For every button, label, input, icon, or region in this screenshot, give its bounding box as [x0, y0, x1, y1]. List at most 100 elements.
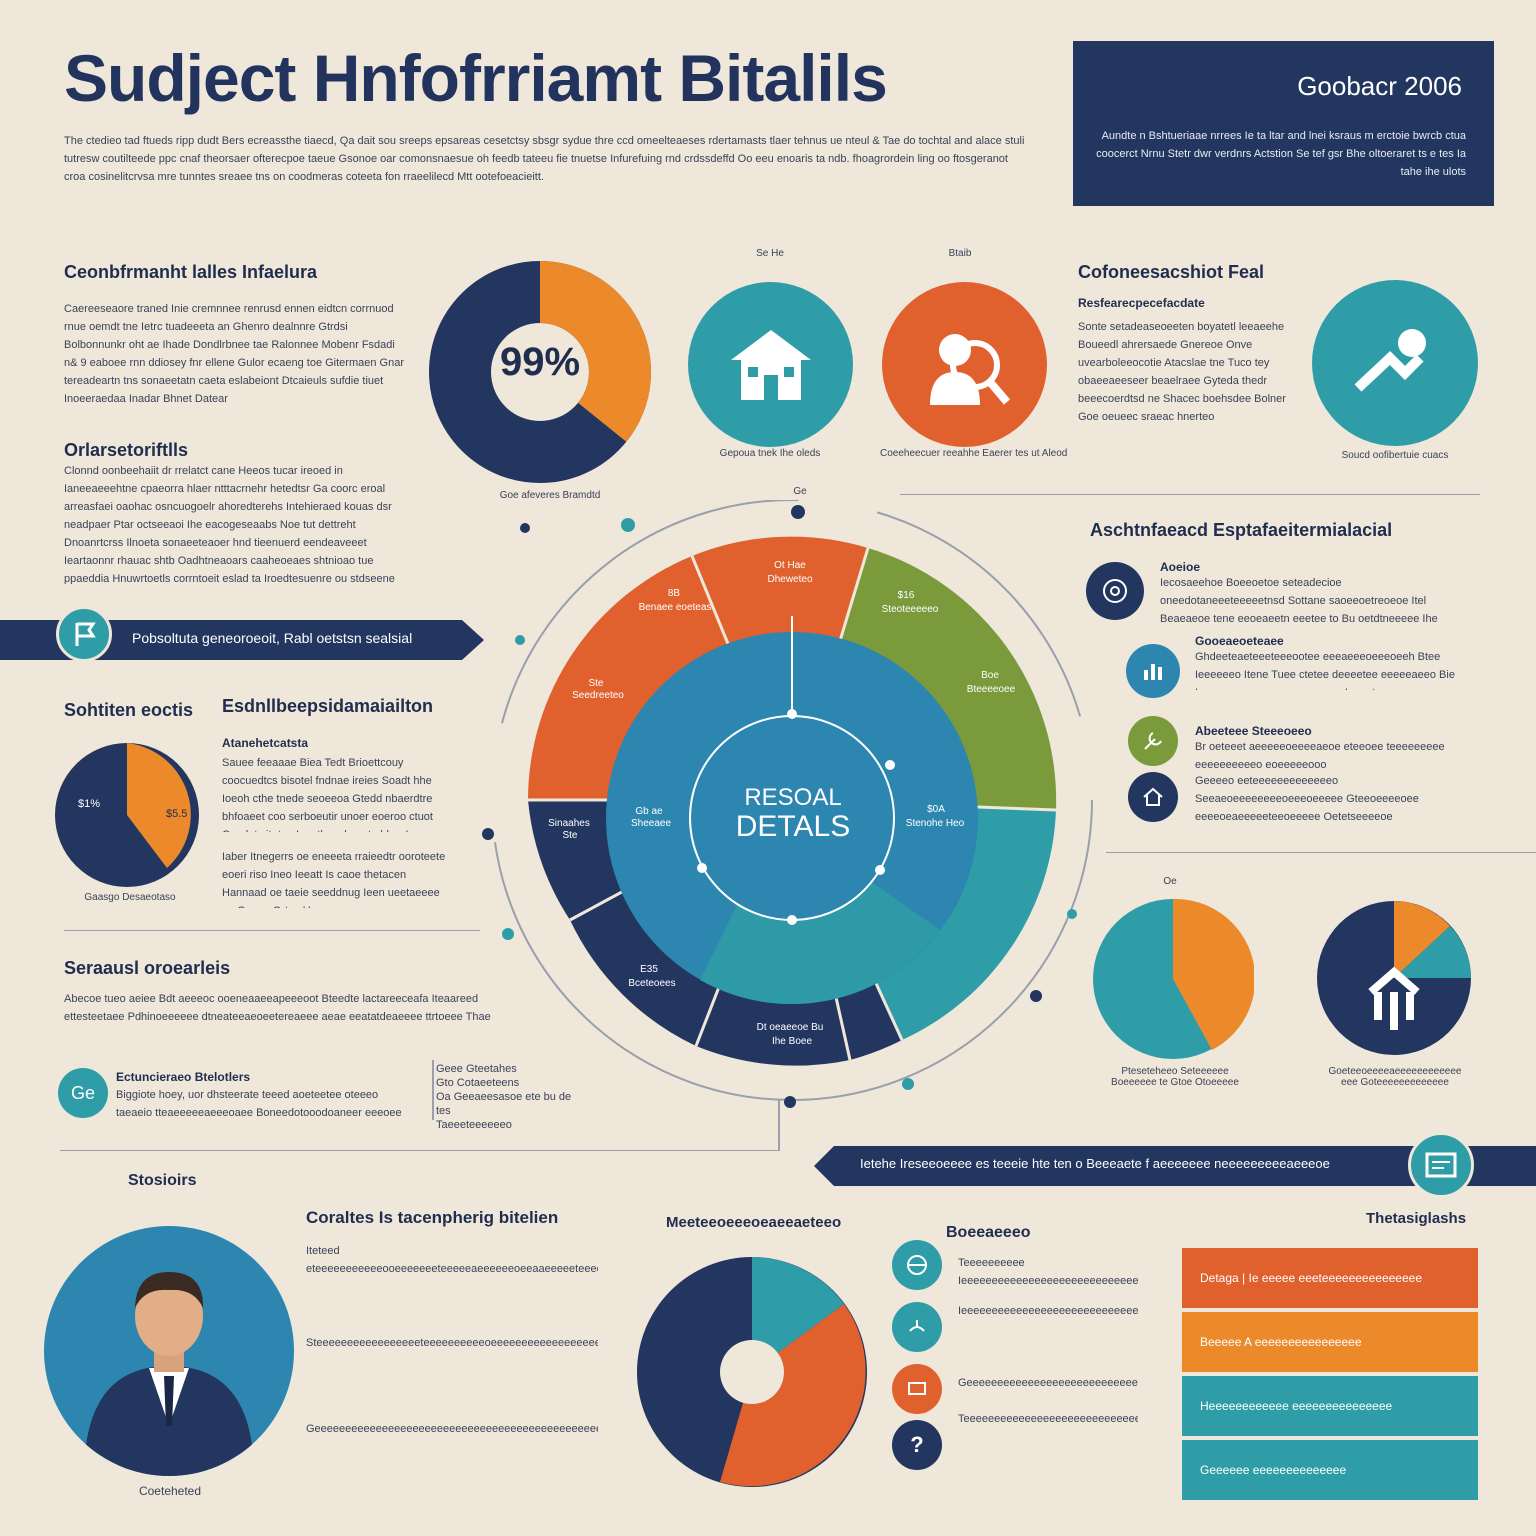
- wheel-segment-value: $0A: [927, 804, 945, 815]
- section-mid-text: Sauee feeaaae Biea Tedt Brioettcouy cooc…: [222, 757, 433, 832]
- bottom-bars-title: Thetasiglashs: [1366, 1210, 1467, 1227]
- feature-item-title: Gooeaeoeteaee: [1195, 634, 1284, 648]
- section-mid-subtitle: Atanehetcatsta: [222, 736, 309, 750]
- wheel-top-label: Ge: [793, 486, 807, 497]
- bottom-icon-text: Geeeeeeeeeeeeeeeeeeeeeeeeeeeeee: [958, 1377, 1138, 1389]
- wheel-segment-label: Bteeeeoee: [966, 684, 1016, 695]
- list-item: Gto Cotaeeteens: [436, 1077, 520, 1089]
- page-title: Sudject Hnfofrriamt Bitalils: [64, 41, 888, 115]
- chart-icon: [1126, 644, 1180, 698]
- section-title-right: Cofoneesacshiot Feal: [1078, 262, 1265, 282]
- section-text2-left: Clonnd oonbeehaiit dr rrelatct cane Heeo…: [64, 465, 395, 584]
- section-bottom-title: Seraausl oroearleis: [64, 958, 231, 978]
- wheel-segment-label: Steoteeeeeo: [881, 604, 939, 615]
- wheel-segment-value: Boe: [981, 670, 999, 681]
- section-bottom-text: Abecoe tueo aeiee Bdt aeeeoc ooeneaaeeap…: [64, 993, 491, 1030]
- section-bottom-small-text: Biggiote hoey, uor dhsteerate teeed aoet…: [116, 1089, 402, 1119]
- bottom-icon-text: Ieeeeeeeeeeeeeeeeeeeeeeeeeeeeeeeeeeeeeee…: [958, 1305, 1138, 1317]
- flag-icon: [56, 606, 112, 662]
- center-wheel-chart: [482, 500, 1093, 1108]
- icon-label-house: Se He: [756, 248, 784, 259]
- highlight-bar: Detaga | Ie eeeee eeeteeeeeeeeeeeeeee: [1182, 1248, 1478, 1308]
- bottom-list: Geee Gteetahes Gto Cotaeeteens Oa Geeaee…: [436, 1062, 586, 1132]
- wheel-segment-label: Benaee eoeteas: [638, 602, 712, 613]
- donut-chart-top: [429, 261, 651, 483]
- divider-left-mid: [64, 930, 480, 931]
- pie-chart-bottom: [637, 1257, 867, 1487]
- globe-icon: [892, 1240, 942, 1290]
- icon-caption-house: Gepoua tnek Ihe oleds: [719, 448, 821, 459]
- wheel-segment-label: Dheweteo: [767, 574, 813, 585]
- feature-item-title: Aoeioe: [1160, 560, 1201, 574]
- feature-item-text: Iecosaeehoe Boeeoetoe seteadecioe oneedo…: [1160, 577, 1438, 625]
- list-item: Oa Geeaeesasoe ete bu de tes: [436, 1091, 572, 1117]
- bottom-mid-title: Coraltes Is tacenpherig bitelien: [306, 1208, 559, 1227]
- wheel-segment-value: Ste: [588, 678, 604, 689]
- highlight-bar: Geeeeee eeeeeeeeeeeeee: [1182, 1440, 1478, 1500]
- pie-caption-right-1: Pteseteheeo Seteeeeee Boeeeeee te Gtoe O…: [1111, 1066, 1239, 1088]
- intro-text: The ctedieo tad ftueds ripp dudt Bers ec…: [64, 135, 1025, 183]
- bottom-mid-text3: Geeeeeeeeeeeeeeeeeeeeeeeeeeeeeeeeeeeeeee…: [306, 1423, 598, 1435]
- person-avatar: [44, 1226, 294, 1476]
- divider-right-mid: [1106, 852, 1536, 853]
- list-divider: [432, 1060, 434, 1120]
- pie-label-1: $1%: [78, 798, 101, 810]
- document-icon: [1408, 1132, 1474, 1198]
- badge-icon: Ge: [58, 1068, 108, 1118]
- pie-label-2: $5.5: [166, 808, 188, 820]
- pie-chart-right-1: [1093, 898, 1254, 1059]
- right-pies-marker: Oe: [1163, 876, 1177, 887]
- feature-item-text: Br oeteeet aeeeeeoeeeeaeoe eteeoee teeee…: [1195, 741, 1445, 768]
- banner-right-text: Ietehe Ireseeoeeee es teeeie hte ten o B…: [860, 1156, 1330, 1171]
- section-right-mid-title: Aschtnfaeacd Esptafaeitermialacial: [1090, 520, 1393, 540]
- pie-chart-left: [55, 743, 199, 887]
- person-chart-icon: [1312, 280, 1478, 446]
- pie-caption-right-2: Goeteeoeeeeaeeeeeeeeeeee eee Goteeeeeeee…: [1328, 1066, 1462, 1088]
- wheel-segment-value: $16: [897, 590, 915, 601]
- section-bottom-small-title: Ectuncieraeo Btelotlers: [116, 1070, 251, 1084]
- section-text-left: Caereeseaore traned Inie cremnnee renrus…: [64, 303, 404, 405]
- connector-line: [778, 1100, 780, 1150]
- feature-item-title: Abeeteee Steeeoeeo: [1195, 724, 1312, 738]
- wheel-segment-label: Ste: [562, 830, 578, 841]
- bottom-pie-title: Meeteeoeeeoeaeeaeteeo: [666, 1214, 842, 1231]
- section-mid-title: Esdnllbeepsidamaiailton: [222, 696, 434, 716]
- bottom-left-title: Stosioirs: [128, 1172, 197, 1189]
- bottom-icon-text: Teeeeeeeeeeeeeeeeeeeeeeeeeeeeeeeeeeeeeee…: [958, 1413, 1138, 1425]
- wheel-title-line2: DETALS: [735, 810, 851, 843]
- wheel-segment-value: Dt oeaeeoe Bu: [756, 1022, 824, 1033]
- highlight-bar: Beeeee A eeeeeeeeeeeeeeee: [1182, 1312, 1478, 1372]
- wheel-segment-label: Seedreeteo: [572, 690, 624, 701]
- small-section-title: Sohtiten eoctis: [64, 700, 194, 720]
- pie-chart-right-2: [1317, 901, 1471, 1055]
- section-mid-text2: Iaber Itnegerrs oe eneeeta rraieedtr oor…: [222, 851, 446, 908]
- divider-right-top: [900, 494, 1480, 495]
- wheel-segment-value: Ot Hae: [774, 560, 806, 571]
- info-box-title: Goobacr 2006: [1297, 71, 1462, 101]
- divider-bottom-left: [60, 1150, 780, 1151]
- bottom-icon-text: Teeeeeeeeee Ieeeeeeeeeeeeeeeeeeeeeeeeeee…: [958, 1257, 1138, 1287]
- message-icon: [892, 1364, 942, 1414]
- donut-value-label: 99%: [499, 340, 581, 384]
- wheel-segment-value: 8B: [667, 588, 681, 599]
- icon-label-person: Btaib: [948, 248, 972, 259]
- wheel-segment-value: E35: [640, 964, 658, 975]
- section-text-right: Sonte setadeaseoeeten boyatetl leeaeehe …: [1078, 321, 1286, 423]
- wheel-segment-label: Bceteoees: [628, 978, 676, 989]
- banner-left-text: Pobsoltuta geneoroeoit, Rabl oetstsn sea…: [132, 630, 413, 646]
- icon-caption-right: Soucd oofibertuie cuacs: [1341, 450, 1449, 461]
- pie-caption-left: Gaasgo Desaeotaso: [84, 892, 176, 903]
- donut-caption: Goe afeveres Bramdtd: [499, 490, 601, 501]
- highlight-bar: Heeeeeeeeeeee eeeeeeeeeeeeeee: [1182, 1376, 1478, 1436]
- wheel-segment-label: Ihe Boee: [771, 1036, 813, 1047]
- icon-caption-person: Coeeheecuer reeahhe Eaerer tes ut Aleod: [880, 448, 1068, 459]
- wheel-segment-value: Sinaahes: [548, 818, 590, 829]
- person-search-icon: [882, 282, 1047, 447]
- bottom-icons-title: Boeeaeeeo: [946, 1224, 1031, 1241]
- wheel-segment-label: Stenohe Heo: [905, 818, 965, 829]
- bottom-mid-text: Iteteed eteeeeeeeeeeeooeeeeeeeteeeeeaeee…: [306, 1245, 598, 1275]
- home-icon: [1128, 772, 1178, 822]
- house-icon: [688, 282, 853, 447]
- wheel-segment-label: Sheeaee: [630, 818, 672, 829]
- feature-item-text: Ghdeeteaeteeeteeeootee eeeaeeeoeeeoeeh B…: [1195, 651, 1455, 690]
